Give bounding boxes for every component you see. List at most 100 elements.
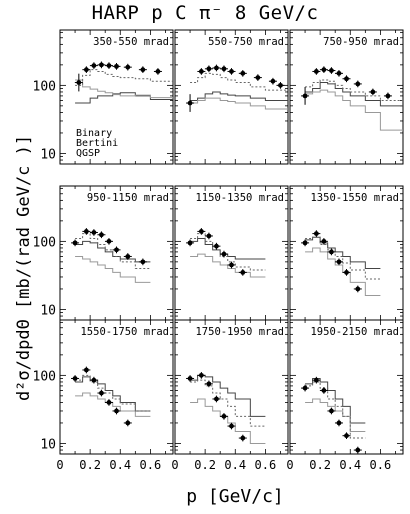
data-point (198, 229, 204, 234)
data-point (336, 259, 342, 265)
binary-model-line (190, 374, 266, 417)
bertini-model-line (75, 392, 151, 417)
bertini-model-line (75, 255, 151, 283)
data-point (187, 100, 193, 106)
panel-frame (289, 185, 404, 321)
panel-5: 1150-1350 mrad (174, 185, 289, 321)
bertini-model-line (305, 398, 366, 432)
data-point (198, 372, 204, 378)
x-tick-label: 0.4 (109, 458, 131, 472)
legend-entry: Binary (76, 128, 112, 139)
bertini-model-line (305, 89, 403, 131)
data-point (329, 249, 334, 255)
legend-entry: Bertini (76, 138, 118, 149)
data-point (99, 390, 104, 396)
panel-8: 0 0.2 0.4 0.6 1750-1950 mrad (171, 319, 289, 472)
data-point (313, 231, 319, 236)
data-point (370, 89, 376, 95)
data-point (270, 78, 276, 84)
data-point (214, 243, 219, 249)
data-point (106, 400, 112, 405)
y-tick-label: 100 (33, 79, 56, 94)
data-point (140, 67, 146, 73)
chart-title: HARP p C π⁻ 8 GeV/c (91, 2, 319, 24)
data-point (76, 80, 82, 85)
panel-frame (174, 319, 289, 455)
panel-frame (174, 29, 289, 165)
data-point (83, 229, 89, 234)
data-point (114, 63, 119, 69)
data-point (355, 286, 361, 292)
panel-label: 1750-1950 mrad (195, 326, 284, 338)
data-point (83, 367, 89, 373)
qgsp-model-line (305, 79, 403, 101)
data-point (125, 254, 131, 259)
data-point (321, 67, 327, 73)
data-point (214, 396, 219, 402)
data-point (329, 408, 334, 414)
x-tick-label: 0 (171, 458, 178, 472)
binary-model-line (305, 236, 381, 269)
data-point (344, 76, 349, 82)
data-point (214, 65, 219, 71)
y-tick-label: 10 (40, 303, 56, 318)
data-point (91, 230, 97, 235)
bertini-model-line (75, 79, 173, 99)
bertini-model-line (190, 253, 266, 278)
data-point (125, 420, 131, 426)
data-point (321, 388, 327, 393)
binary-model-line (190, 238, 266, 260)
data-point (302, 93, 308, 99)
data-point (221, 413, 227, 419)
binary-model-line (305, 377, 366, 424)
data-point (344, 433, 349, 439)
data-point (72, 376, 78, 381)
data-point (114, 408, 119, 414)
data-point (240, 270, 246, 275)
data-point (99, 62, 104, 68)
binary-model-line (75, 376, 151, 412)
data-point (313, 69, 319, 74)
panel-frame (289, 29, 404, 165)
data-point (240, 70, 246, 76)
data-point (206, 66, 212, 72)
data-point (336, 70, 342, 76)
binary-model-line (305, 82, 403, 107)
data-point (91, 377, 97, 383)
data-point (355, 447, 361, 453)
panel-label: 950-1150 mrad (87, 192, 169, 204)
qgsp-model-line (190, 72, 288, 91)
data-point (114, 247, 119, 253)
x-tick-label: 0.6 (140, 458, 162, 472)
x-tick-label: 0.4 (339, 458, 361, 472)
panel-3: 750-950 mrad (289, 29, 404, 165)
data-point (321, 238, 327, 244)
data-point (155, 69, 161, 74)
data-point (221, 66, 227, 72)
panel-label: 350-550 mrad (93, 36, 169, 48)
qgsp-model-line (190, 379, 266, 427)
legend-entry: QGSP (76, 148, 100, 159)
data-point (187, 376, 193, 381)
panel-label: 1350-1550 mrad (310, 192, 399, 204)
data-point (385, 93, 391, 99)
qgsp-model-line (305, 381, 366, 439)
x-tick-label: 0.2 (194, 458, 216, 472)
binary-model-line (190, 91, 288, 101)
panel-4: 10 100 950-1150 mrad (33, 185, 174, 321)
data-point (221, 251, 227, 257)
data-point (99, 232, 104, 238)
x-tick-label: 0.4 (224, 458, 246, 472)
data-point (240, 435, 246, 441)
x-axis-title: p [GeV/c] (186, 486, 284, 507)
data-point (83, 67, 89, 73)
bertini-model-line (190, 398, 266, 444)
data-point (106, 63, 112, 69)
x-tick-label: 0 (286, 458, 293, 472)
data-point (206, 381, 212, 387)
panel-7: 10 100 0 0.2 0.4 0.6 1550-1750 mrad (33, 319, 174, 472)
panel-label: 750-950 mrad (323, 36, 399, 48)
panel-label: 1950-2150 mrad (310, 326, 399, 338)
panel-frame (174, 185, 289, 321)
x-tick-label: 0.2 (309, 458, 331, 472)
